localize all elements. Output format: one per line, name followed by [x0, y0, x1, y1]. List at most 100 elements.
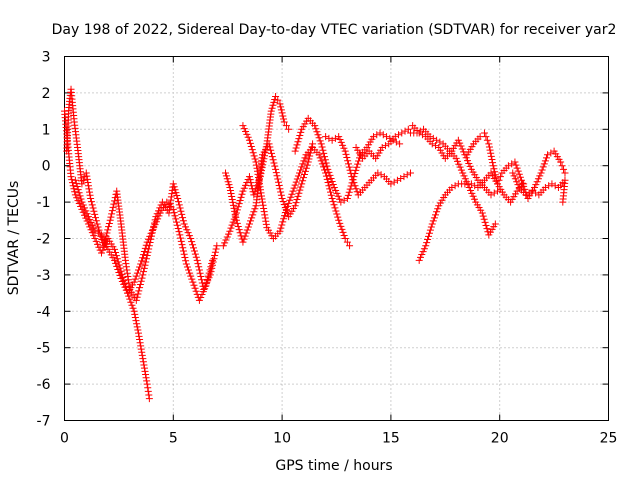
data-point — [201, 285, 209, 293]
data-point — [177, 207, 185, 215]
data-point — [254, 170, 262, 178]
data-point — [92, 217, 100, 225]
data-point — [297, 166, 305, 174]
data-point — [239, 122, 247, 130]
data-point — [300, 157, 308, 165]
series-sat-track-m — [509, 169, 569, 206]
data-point — [205, 269, 213, 277]
data-point — [131, 314, 139, 322]
data-point — [187, 235, 195, 242]
data-point — [169, 205, 177, 213]
data-point — [143, 380, 151, 388]
data-point — [254, 173, 262, 181]
data-point — [311, 122, 319, 130]
series-sat-track-a — [61, 107, 153, 403]
data-point — [195, 296, 203, 304]
data-point — [332, 207, 340, 215]
data-point — [93, 220, 101, 228]
data-point — [341, 147, 349, 155]
data-point — [250, 152, 258, 160]
data-point — [114, 265, 122, 273]
data-point — [235, 226, 243, 234]
data-point — [234, 223, 242, 231]
data-point — [204, 275, 212, 283]
data-point — [231, 207, 239, 215]
data-point — [94, 229, 102, 237]
data-point — [236, 229, 244, 237]
data-point — [231, 210, 239, 218]
data-point — [537, 169, 545, 177]
data-point — [88, 201, 96, 209]
data-point — [425, 232, 433, 240]
data-point — [413, 129, 421, 137]
data-point — [404, 125, 412, 133]
data-point — [292, 178, 300, 186]
data-point — [490, 189, 498, 197]
data-point — [240, 184, 248, 192]
data-point — [395, 131, 403, 139]
data-point — [170, 183, 178, 191]
data-point — [547, 149, 555, 157]
data-point — [226, 227, 234, 235]
data-point — [540, 160, 548, 168]
data-point — [74, 186, 82, 194]
data-point — [91, 235, 99, 242]
data-point — [211, 248, 219, 256]
data-point — [228, 192, 236, 200]
data-point — [108, 207, 116, 215]
data-point — [92, 237, 100, 245]
data-point — [274, 178, 282, 186]
data-point — [434, 205, 442, 213]
data-point — [155, 212, 163, 220]
data-point — [169, 180, 177, 188]
data-point — [138, 351, 146, 359]
data-point — [239, 187, 247, 195]
data-point — [187, 272, 195, 280]
data-point — [336, 195, 344, 203]
data-point — [517, 176, 525, 184]
data-point — [322, 172, 330, 180]
series-sat-track-b — [63, 85, 221, 304]
data-point — [145, 242, 153, 250]
y-tick-label: 3 — [42, 50, 51, 66]
data-point — [558, 162, 566, 170]
data-point — [280, 201, 288, 209]
data-point — [182, 257, 190, 265]
data-point — [525, 189, 533, 197]
data-point — [519, 179, 527, 187]
data-point — [333, 210, 341, 218]
data-point — [212, 245, 220, 253]
data-point — [398, 129, 406, 137]
data-point — [131, 310, 139, 318]
data-point — [285, 125, 293, 133]
data-point — [336, 219, 344, 227]
data-point — [428, 220, 436, 228]
data-point — [297, 183, 305, 191]
data-point — [136, 336, 144, 344]
data-point — [130, 278, 138, 286]
data-point — [298, 180, 306, 188]
data-point — [242, 127, 250, 135]
data-point — [334, 213, 342, 221]
data-point — [459, 169, 467, 177]
data-point — [478, 209, 486, 217]
data-point — [151, 221, 159, 229]
data-point — [343, 194, 351, 202]
data-point — [426, 133, 434, 141]
data-point — [510, 172, 518, 180]
data-point — [292, 199, 300, 207]
data-point — [180, 250, 188, 258]
data-point — [140, 248, 148, 255]
data-point — [270, 159, 278, 167]
data-point — [181, 254, 189, 262]
data-point — [424, 236, 432, 244]
data-point — [513, 164, 521, 172]
data-point — [245, 220, 253, 228]
data-point — [490, 165, 498, 173]
data-point — [90, 232, 98, 240]
data-point — [111, 197, 119, 205]
data-point — [143, 251, 151, 259]
data-point — [330, 184, 338, 192]
data-point — [260, 204, 268, 212]
data-point — [213, 242, 221, 250]
